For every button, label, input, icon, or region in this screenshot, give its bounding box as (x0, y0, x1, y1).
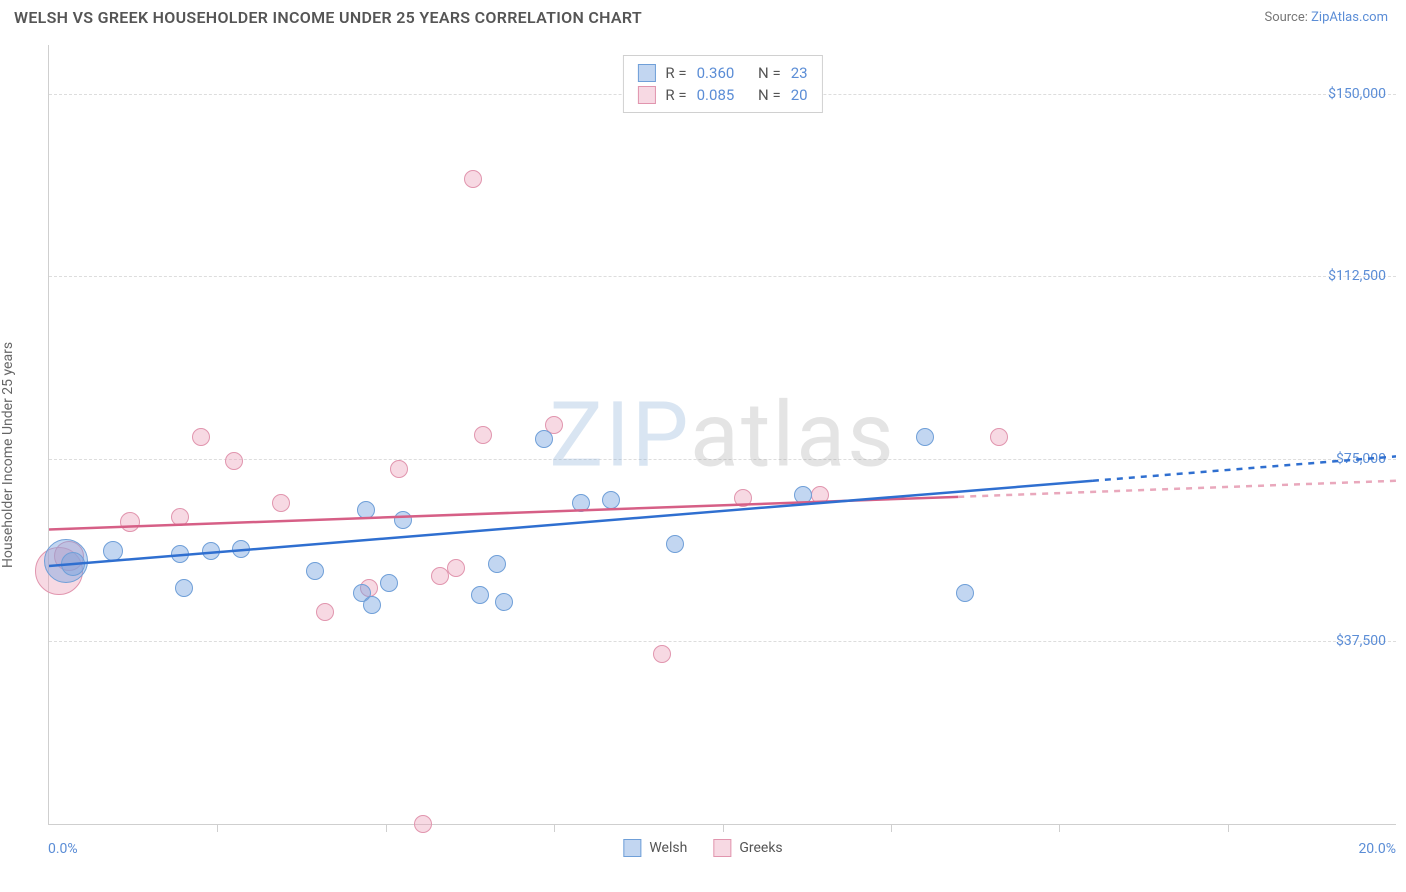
welsh-swatch (637, 64, 655, 82)
y-tick-label: $150,000 (1328, 86, 1386, 102)
greeks-swatch (713, 839, 731, 857)
y-tick-label: $75,000 (1336, 451, 1386, 467)
watermark-atlas: atlas (690, 382, 896, 487)
legend-item-greeks: Greeks (713, 839, 782, 857)
greeks-point (171, 508, 189, 526)
welsh-point (357, 501, 375, 519)
welsh-point (103, 541, 123, 561)
series-legend: Welsh Greeks (623, 839, 782, 857)
welsh-point (916, 428, 934, 446)
welsh-point (495, 593, 513, 611)
x-tick (1228, 824, 1229, 832)
welsh-point (602, 491, 620, 509)
welsh-point (488, 555, 506, 573)
greeks-label: Greeks (739, 840, 782, 856)
y-tick-label: $112,500 (1328, 268, 1386, 284)
x-tick (386, 824, 387, 832)
greeks-r-value: 0.085 (697, 86, 735, 104)
welsh-point (666, 535, 684, 553)
stats-legend: R = 0.360 N = 23 R = 0.085 N = 20 (622, 55, 822, 113)
greeks-point (811, 486, 829, 504)
welsh-point (794, 486, 812, 504)
welsh-point (572, 494, 590, 512)
greeks-point (390, 460, 408, 478)
greeks-point (316, 603, 334, 621)
watermark-zip: ZIP (549, 382, 690, 487)
plot-area: ZIPatlas R = 0.360 N = 23 R = 0.085 N = … (48, 45, 1396, 825)
x-tick (554, 824, 555, 832)
stats-row-welsh: R = 0.360 N = 23 (637, 62, 807, 84)
r-label: R = (665, 64, 686, 82)
welsh-n-value: 23 (791, 64, 808, 82)
greeks-point (990, 428, 1008, 446)
welsh-point (232, 540, 250, 558)
trend-line (958, 481, 1396, 497)
greeks-point (120, 512, 140, 532)
greeks-point (225, 452, 243, 470)
welsh-point (306, 562, 324, 580)
greeks-point (272, 494, 290, 512)
welsh-point (363, 596, 381, 614)
greeks-point (734, 489, 752, 507)
greeks-point (414, 815, 432, 833)
chart-container: Householder Income Under 25 years ZIPatl… (0, 35, 1406, 875)
welsh-point (394, 511, 412, 529)
greeks-point (447, 559, 465, 577)
legend-item-welsh: Welsh (623, 839, 687, 857)
stats-row-greeks: R = 0.085 N = 20 (637, 84, 807, 106)
greeks-n-value: 20 (791, 86, 808, 104)
gridline (49, 459, 1396, 460)
r-label: R = (665, 86, 686, 104)
welsh-point (380, 574, 398, 592)
welsh-r-value: 0.360 (697, 64, 735, 82)
source-link[interactable]: ZipAtlas.com (1311, 10, 1388, 25)
y-axis-label: Householder Income Under 25 years (0, 342, 16, 568)
y-tick-label: $37,500 (1336, 633, 1386, 649)
chart-title: WELSH VS GREEK HOUSEHOLDER INCOME UNDER … (14, 8, 642, 27)
n-label: N = (758, 86, 781, 104)
gridline (49, 641, 1396, 642)
greeks-point (474, 426, 492, 444)
x-axis-max-label: 20.0% (1358, 841, 1396, 857)
watermark: ZIPatlas (549, 382, 895, 487)
gridline (49, 276, 1396, 277)
trend-lines-svg (49, 45, 1396, 824)
source-prefix: Source: (1264, 10, 1311, 25)
welsh-label: Welsh (649, 840, 687, 856)
x-tick (891, 824, 892, 832)
x-tick (723, 824, 724, 832)
x-axis-min-label: 0.0% (48, 841, 78, 857)
greeks-point (653, 645, 671, 663)
welsh-point (61, 552, 85, 576)
welsh-point (956, 584, 974, 602)
welsh-swatch (623, 839, 641, 857)
welsh-point (202, 542, 220, 560)
greeks-point (464, 170, 482, 188)
source-credit: Source: ZipAtlas.com (1264, 10, 1388, 25)
welsh-point (175, 579, 193, 597)
welsh-point (171, 545, 189, 563)
greeks-point (192, 428, 210, 446)
greeks-swatch (637, 86, 655, 104)
welsh-point (471, 586, 489, 604)
welsh-point (535, 430, 553, 448)
n-label: N = (758, 64, 781, 82)
x-tick (217, 824, 218, 832)
x-tick (1059, 824, 1060, 832)
greeks-point (431, 567, 449, 585)
